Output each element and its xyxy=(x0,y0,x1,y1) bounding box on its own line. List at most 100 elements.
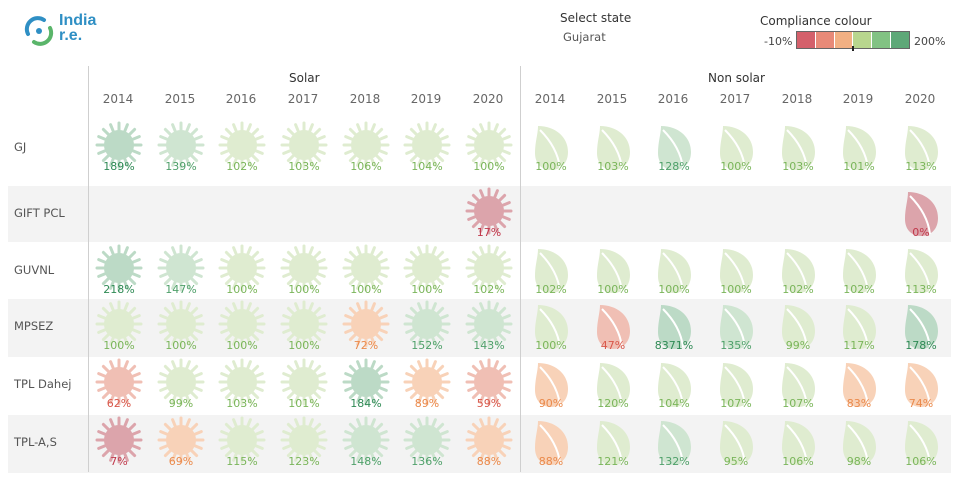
solar-cell[interactable]: 100% xyxy=(396,243,458,299)
legend-min: -10% xyxy=(764,35,793,48)
solar-cell[interactable]: 104% xyxy=(396,120,458,176)
row-label[interactable]: MPSEZ xyxy=(14,319,54,333)
nonsolar-cell[interactable]: 103% xyxy=(582,120,644,176)
nonsolar-cell[interactable]: 132% xyxy=(643,415,705,471)
solar-cell[interactable]: 69% xyxy=(150,415,212,471)
nonsolar-compliance-value: 102% xyxy=(782,283,814,296)
nonsolar-compliance-value: 83% xyxy=(846,397,872,410)
solar-compliance-value: 123% xyxy=(288,455,320,468)
nonsolar-cell[interactable]: 104% xyxy=(643,357,705,413)
nonsolar-cell[interactable]: 102% xyxy=(767,243,829,299)
nonsolar-cell[interactable]: 100% xyxy=(582,243,644,299)
solar-cell[interactable]: 17% xyxy=(458,186,520,242)
nonsolar-compliance-value: 99% xyxy=(785,339,811,352)
nonsolar-cell[interactable]: 120% xyxy=(582,357,644,413)
solar-cell[interactable]: 89% xyxy=(396,357,458,413)
solar-compliance-value: 17% xyxy=(476,226,502,239)
solar-cell[interactable]: 100% xyxy=(335,243,397,299)
solar-compliance-value: 7% xyxy=(110,455,128,468)
solar-cell[interactable]: 103% xyxy=(273,120,335,176)
nonsolar-compliance-value: 106% xyxy=(905,455,937,468)
nonsolar-cell[interactable]: 0% xyxy=(890,186,952,242)
solar-cell[interactable]: 115% xyxy=(211,415,273,471)
nonsolar-cell[interactable]: 90% xyxy=(520,357,582,413)
nonsolar-cell[interactable]: 47% xyxy=(582,299,644,355)
nonsolar-cell[interactable]: 102% xyxy=(828,243,890,299)
year-header-solar: 2017 xyxy=(287,92,319,106)
year-header-solar: 2019 xyxy=(410,92,442,106)
solar-cell[interactable]: 59% xyxy=(458,357,520,413)
nonsolar-cell[interactable]: 107% xyxy=(767,357,829,413)
nonsolar-cell[interactable]: 88% xyxy=(520,415,582,471)
nonsolar-compliance-value: 102% xyxy=(843,283,875,296)
nonsolar-cell[interactable]: 74% xyxy=(890,357,952,413)
nonsolar-cell[interactable]: 106% xyxy=(767,415,829,471)
nonsolar-compliance-value: 101% xyxy=(843,160,875,173)
nonsolar-cell[interactable]: 103% xyxy=(767,120,829,176)
solar-cell[interactable]: 139% xyxy=(150,120,212,176)
nonsolar-cell[interactable]: 100% xyxy=(520,299,582,355)
solar-cell[interactable]: 152% xyxy=(396,299,458,355)
nonsolar-cell[interactable]: 100% xyxy=(520,120,582,176)
nonsolar-cell[interactable]: 106% xyxy=(890,415,952,471)
nonsolar-cell[interactable]: 100% xyxy=(705,120,767,176)
nonsolar-compliance-value: 135% xyxy=(720,339,752,352)
solar-cell[interactable]: 100% xyxy=(211,299,273,355)
nonsolar-compliance-value: 121% xyxy=(597,455,629,468)
nonsolar-cell[interactable]: 8371% xyxy=(643,299,705,355)
solar-cell[interactable]: 100% xyxy=(211,243,273,299)
solar-cell[interactable]: 88% xyxy=(458,415,520,471)
solar-cell[interactable]: 62% xyxy=(88,357,150,413)
solar-cell[interactable]: 100% xyxy=(150,299,212,355)
solar-cell[interactable]: 100% xyxy=(273,243,335,299)
nonsolar-cell[interactable]: 102% xyxy=(520,243,582,299)
solar-cell[interactable]: 100% xyxy=(273,299,335,355)
solar-cell[interactable]: 100% xyxy=(458,120,520,176)
solar-cell[interactable]: 184% xyxy=(335,357,397,413)
nonsolar-cell[interactable]: 83% xyxy=(828,357,890,413)
group-header-nonsolar: Non solar xyxy=(708,71,765,85)
nonsolar-cell[interactable]: 100% xyxy=(643,243,705,299)
solar-cell[interactable]: 99% xyxy=(150,357,212,413)
solar-cell[interactable]: 136% xyxy=(396,415,458,471)
nonsolar-compliance-value: 120% xyxy=(597,397,629,410)
solar-compliance-value: 106% xyxy=(350,160,382,173)
nonsolar-cell[interactable]: 98% xyxy=(828,415,890,471)
nonsolar-cell[interactable]: 178% xyxy=(890,299,952,355)
nonsolar-cell[interactable]: 113% xyxy=(890,243,952,299)
nonsolar-cell[interactable]: 95% xyxy=(705,415,767,471)
nonsolar-cell[interactable]: 128% xyxy=(643,120,705,176)
nonsolar-cell[interactable]: 113% xyxy=(890,120,952,176)
solar-compliance-value: 99% xyxy=(168,397,194,410)
nonsolar-cell[interactable]: 101% xyxy=(828,120,890,176)
solar-cell[interactable]: 123% xyxy=(273,415,335,471)
solar-cell[interactable]: 100% xyxy=(88,299,150,355)
nonsolar-cell[interactable]: 107% xyxy=(705,357,767,413)
row-label[interactable]: GIFT PCL xyxy=(14,206,65,220)
solar-compliance-value: 88% xyxy=(476,455,502,468)
row-label[interactable]: TPL Dahej xyxy=(14,377,72,391)
nonsolar-cell[interactable]: 99% xyxy=(767,299,829,355)
solar-cell[interactable]: 143% xyxy=(458,299,520,355)
row-label[interactable]: GJ xyxy=(14,140,27,154)
solar-cell[interactable]: 72% xyxy=(335,299,397,355)
nonsolar-cell[interactable]: 117% xyxy=(828,299,890,355)
nonsolar-cell[interactable]: 135% xyxy=(705,299,767,355)
year-header-nonsolar: 2015 xyxy=(596,92,628,106)
solar-cell[interactable]: 103% xyxy=(211,357,273,413)
solar-compliance-value: 100% xyxy=(350,283,382,296)
solar-cell[interactable]: 102% xyxy=(458,243,520,299)
solar-cell[interactable]: 189% xyxy=(88,120,150,176)
row-label[interactable]: TPL-A,S xyxy=(14,435,57,449)
solar-cell[interactable]: 148% xyxy=(335,415,397,471)
nonsolar-cell[interactable]: 121% xyxy=(582,415,644,471)
solar-cell[interactable]: 106% xyxy=(335,120,397,176)
solar-cell[interactable]: 101% xyxy=(273,357,335,413)
solar-cell[interactable]: 102% xyxy=(211,120,273,176)
row-label[interactable]: GUVNL xyxy=(14,263,55,277)
state-filter-value[interactable]: Gujarat xyxy=(563,30,606,44)
solar-cell[interactable]: 7% xyxy=(88,415,150,471)
solar-cell[interactable]: 218% xyxy=(88,243,150,299)
nonsolar-cell[interactable]: 100% xyxy=(705,243,767,299)
solar-cell[interactable]: 147% xyxy=(150,243,212,299)
